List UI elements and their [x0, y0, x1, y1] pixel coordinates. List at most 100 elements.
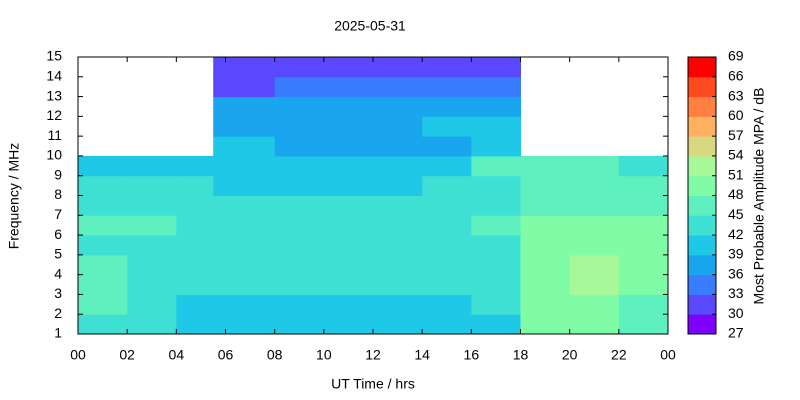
heatmap-cell — [422, 155, 472, 177]
heatmap-cell — [274, 96, 325, 117]
heatmap-cell — [127, 155, 177, 177]
x-tick-label: 20 — [562, 347, 578, 363]
heatmap-cell — [422, 254, 472, 276]
y-tick-label: 1 — [54, 325, 62, 341]
heatmap-cell — [176, 254, 214, 276]
heatmap-cell — [213, 175, 276, 196]
heatmap-cell — [569, 314, 620, 335]
colorbar-band — [688, 96, 716, 117]
heatmap-cell — [373, 155, 423, 177]
heatmap-cell — [471, 195, 521, 216]
heatmap-cell — [422, 195, 472, 216]
heatmap-cell — [176, 314, 214, 335]
x-tick-label: 00 — [660, 347, 676, 363]
heatmap-cell — [618, 314, 669, 335]
y-axis-label: Frequency / MHz — [6, 143, 22, 250]
x-tick-label: 12 — [365, 347, 381, 363]
heatmap-cell — [274, 254, 325, 276]
heatmap-cell — [520, 155, 571, 177]
heatmap-cell — [569, 294, 620, 315]
y-tick-label: 10 — [46, 147, 62, 163]
x-tick-label: 14 — [414, 347, 430, 363]
y-tick-label: 6 — [54, 226, 62, 242]
colorbar-band — [688, 215, 716, 236]
heatmap-cell — [274, 274, 325, 295]
heatmap-cell — [373, 294, 423, 315]
y-tick-label: 14 — [46, 67, 62, 83]
colorbar-band — [688, 136, 716, 157]
heatmap-cell — [176, 195, 214, 216]
heatmap-cell — [213, 57, 276, 78]
heatmap-cell — [323, 57, 374, 78]
x-axis-label: UT Time / hrs — [331, 376, 415, 392]
heatmap-cell — [78, 294, 128, 315]
heatmap-cell — [422, 175, 472, 196]
heatmap-cell — [127, 215, 177, 236]
x-tick-label: 06 — [218, 347, 234, 363]
x-tick-label: 08 — [267, 347, 283, 363]
heatmap-cell — [373, 96, 423, 117]
heatmap-cell — [422, 57, 472, 78]
heatmap-cell — [471, 155, 521, 177]
heatmap-cell — [213, 274, 276, 295]
heatmap-cell — [176, 274, 214, 295]
heatmap-cell — [569, 175, 620, 196]
heatmap-cell — [422, 235, 472, 256]
heatmap-cell — [176, 235, 214, 256]
heatmap-cell — [618, 294, 669, 315]
colorbar-tick-label: 54 — [728, 147, 744, 163]
heatmap-cell — [78, 235, 128, 256]
heatmap-cell — [323, 274, 374, 295]
y-tick-label: 11 — [47, 127, 62, 143]
heatmap-cell — [373, 57, 423, 78]
y-tick-label: 12 — [46, 107, 62, 123]
heatmap-cell — [176, 175, 214, 196]
y-tick-label: 4 — [54, 265, 62, 281]
heatmap-cell — [323, 96, 374, 117]
heatmap-cell — [520, 314, 571, 335]
heatmap-cell — [127, 195, 177, 216]
heatmap-cell — [471, 314, 521, 335]
heatmap-cell — [323, 195, 374, 216]
heatmap-cell — [78, 215, 128, 236]
colorbar-band — [688, 294, 716, 315]
heatmap-cell — [569, 155, 620, 177]
heatmap-cell — [323, 294, 374, 315]
y-tick-label: 5 — [54, 246, 62, 262]
heatmap-cell — [213, 294, 276, 315]
heatmap-cell — [78, 274, 128, 295]
heatmap-cell — [78, 155, 128, 177]
heatmap-cell — [373, 274, 423, 295]
heatmap-cell — [618, 215, 669, 236]
heatmap-cell — [78, 175, 128, 196]
heatmap-cell — [618, 254, 669, 276]
x-tick-label: 18 — [513, 347, 529, 363]
heatmap-cell — [569, 195, 620, 216]
heatmap-cell — [471, 294, 521, 315]
heatmap-cell — [618, 235, 669, 256]
colorbar-band — [688, 116, 716, 137]
heatmap-cell — [127, 235, 177, 256]
colorbar-band — [688, 57, 716, 78]
y-tick-label: 15 — [46, 48, 62, 64]
colorbar-tick-label: 60 — [728, 107, 744, 123]
heatmap-cell — [618, 155, 669, 177]
heatmap-cell — [471, 274, 521, 295]
heatmap-cell — [422, 76, 472, 98]
heatmap-cell — [569, 254, 620, 276]
heatmap-cell — [176, 155, 214, 177]
colorbar-band — [688, 235, 716, 256]
heatmap-cell — [274, 195, 325, 216]
colorbar-tick-label: 42 — [728, 226, 744, 242]
heatmap-cell — [471, 76, 521, 98]
colorbar-tick-label: 69 — [728, 48, 744, 64]
x-tick-label: 22 — [611, 347, 627, 363]
colorbar-tick-label: 36 — [728, 265, 744, 281]
x-tick-label: 02 — [119, 347, 135, 363]
heatmap-cell — [471, 57, 521, 78]
y-tick-label: 13 — [46, 87, 62, 103]
heatmap-cell — [78, 195, 128, 216]
heatmap-cell — [323, 235, 374, 256]
heatmap-cell — [422, 116, 472, 137]
